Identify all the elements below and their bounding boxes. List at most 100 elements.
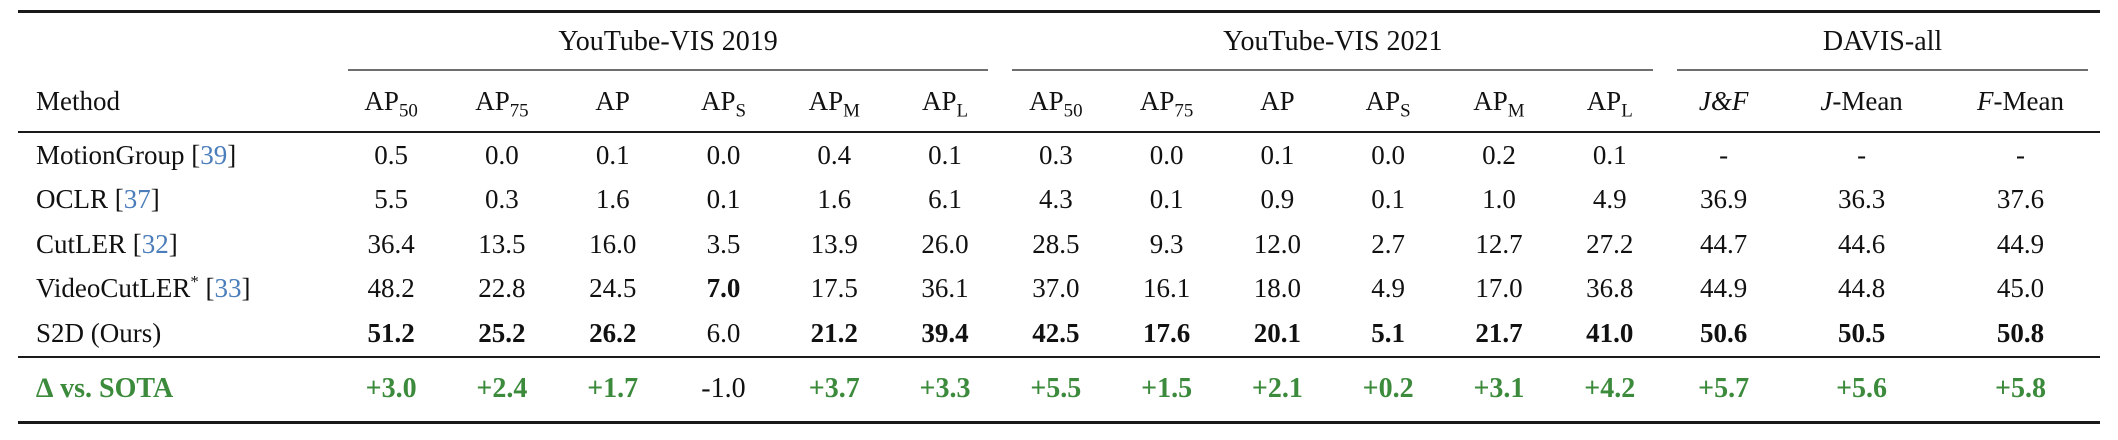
delta-value-cell: +2.1 <box>1221 355 1333 422</box>
value-cell: 1.6 <box>595 184 630 215</box>
value-cell: 17.0 <box>1475 273 1523 304</box>
value-cell: 6.0 <box>706 317 741 348</box>
metric-subscript: M <box>1507 99 1525 121</box>
dataset-group-row: YouTube-VIS 2019 YouTube-VIS 2021 DAVIS-al… <box>18 12 2100 72</box>
value-cell: 17.5 <box>810 273 858 304</box>
value-cell: 5.1 <box>1371 317 1406 348</box>
value-cell: 9.3 <box>1149 228 1184 259</box>
table-row: VideoCutLER* [33] 48.2 22.8 24.5 7.0 17.5 36.1… <box>18 267 2100 312</box>
method-name: VideoCutLER <box>36 273 191 304</box>
group-header-spacer <box>18 12 336 72</box>
column-header: AP50 <box>1000 71 1112 133</box>
method-name: CutLER <box>36 228 127 259</box>
column-header: APS <box>668 71 779 133</box>
delta-vs-sota-row: ∆ vs. SOTA +3.0 +2.4 +1.7 -1.0 +3.7 +3.3 +5.5 +1… <box>18 355 2100 422</box>
method-cell: MotionGroup [39] <box>18 132 336 178</box>
metric-base-label: AP <box>1029 85 1064 116</box>
metric-base-label: AP <box>922 85 957 116</box>
value-cell: 0.3 <box>1038 139 1073 170</box>
value-cell: 0.0 <box>706 139 741 170</box>
value-cell: 50.5 <box>1837 317 1886 348</box>
column-header: AP <box>557 71 669 133</box>
delta-value-cell: +4.2 <box>1554 355 1666 422</box>
delta-value-cell: +5.5 <box>1000 355 1112 422</box>
metric-subscript: S <box>1400 99 1411 121</box>
column-header: J&F <box>1665 71 1783 133</box>
value-cell: 18.0 <box>1253 273 1301 304</box>
value-cell: 39.4 <box>921 317 969 348</box>
value-cell: 4.9 <box>1592 184 1627 215</box>
value-cell: 22.8 <box>478 273 526 304</box>
value-cell: 0.0 <box>485 139 519 170</box>
value-cell: 50.6 <box>1700 317 1748 348</box>
metric-base-label: AP <box>1473 85 1508 116</box>
column-header-row: Method AP50 AP75 AP APS APM APL AP50 AP75 AP APS AP… <box>18 71 2100 133</box>
value-cell: 0.1 <box>1149 184 1184 215</box>
group-underline-rule <box>347 69 989 71</box>
value-cell: 36.4 <box>367 228 415 259</box>
column-header: APM <box>778 71 890 133</box>
value-cell: 21.7 <box>1475 317 1523 348</box>
metric-subscript: M <box>843 99 860 121</box>
method-cell: VideoCutLER* [33] <box>18 267 336 312</box>
value-cell: 37.0 <box>1032 273 1080 304</box>
delta-value-cell: +2.4 <box>446 355 558 422</box>
value-cell: - <box>1857 139 1867 170</box>
method-name: S2D (Ours) <box>36 317 162 348</box>
value-cell: 4.3 <box>1038 184 1073 215</box>
citation-link[interactable]: 37 <box>123 184 151 215</box>
value-cell: 20.1 <box>1253 317 1301 348</box>
value-cell: 21.2 <box>810 317 858 348</box>
value-cell: 27.2 <box>1586 228 1634 259</box>
metric-base-label: AP <box>808 85 844 116</box>
column-header: AP50 <box>335 71 447 133</box>
value-cell: 44.9 <box>1700 273 1748 304</box>
method-superscript-asterisk: * <box>190 272 199 292</box>
dataset-group-header: DAVIS-all <box>1665 12 2100 71</box>
citation-bracket-close: ] <box>227 139 237 170</box>
value-cell: 16.1 <box>1142 273 1191 304</box>
value-cell: 0.5 <box>374 139 408 170</box>
method-cell: CutLER [32] <box>18 222 336 267</box>
metric-base-label: AP <box>700 85 736 116</box>
value-cell: 51.2 <box>367 317 415 348</box>
table-row: CutLER [32] 36.4 13.5 16.0 3.5 13.9 26.0 28.5 9.… <box>18 222 2100 267</box>
dataset-group-label: YouTube-VIS 2019 <box>558 26 778 57</box>
method-name: OCLR <box>36 184 109 215</box>
metric-subscript: 75 <box>509 99 529 121</box>
value-cell: 5.5 <box>374 184 408 215</box>
value-cell: 4.9 <box>1371 273 1406 304</box>
value-cell: 6.1 <box>928 184 962 215</box>
delta-value-cell: -1.0 <box>668 355 779 422</box>
delta-value-cell: +5.6 <box>1782 355 1942 422</box>
value-cell: 44.6 <box>1837 228 1886 259</box>
metric-italic-label: J&F <box>1698 85 1749 116</box>
value-cell: 0.2 <box>1482 139 1516 170</box>
value-cell: 0.1 <box>1592 139 1627 170</box>
value-cell: 28.5 <box>1032 228 1080 259</box>
value-cell: 36.8 <box>1586 273 1634 304</box>
value-cell: 45.0 <box>1996 273 2045 304</box>
metric-subscript: L <box>1621 99 1633 121</box>
value-cell: 36.1 <box>921 273 969 304</box>
delta-value-cell: +3.7 <box>778 355 890 422</box>
metric-italic-label: J <box>1820 85 1833 116</box>
column-header: APL <box>889 71 1001 133</box>
value-cell: 12.7 <box>1475 228 1523 259</box>
citation-bracket-open: [ <box>191 139 201 170</box>
value-cell: 0.0 <box>1371 139 1406 170</box>
value-cell: 0.3 <box>485 184 519 215</box>
column-header: APL <box>1554 71 1666 133</box>
metric-base-label: AP <box>475 85 510 116</box>
value-cell: - <box>2016 139 2025 170</box>
value-cell: 0.0 <box>1149 139 1184 170</box>
citation-link[interactable]: 33 <box>214 273 242 304</box>
group-underline-rule <box>1677 69 2088 71</box>
delta-value-cell: +5.8 <box>1941 355 2100 422</box>
value-cell: 0.1 <box>1371 184 1406 215</box>
metric-subscript: 50 <box>1063 99 1083 121</box>
value-cell: 36.3 <box>1837 184 1886 215</box>
value-cell: 3.5 <box>706 228 741 259</box>
citation-link[interactable]: 32 <box>141 228 169 259</box>
citation-link[interactable]: 39 <box>200 139 228 170</box>
